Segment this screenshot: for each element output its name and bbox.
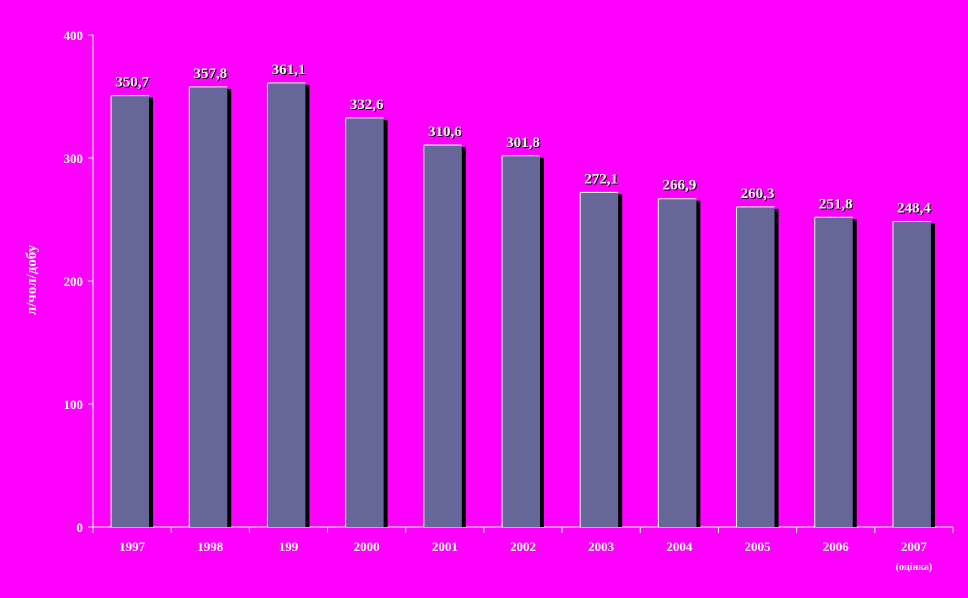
x-tick-label: 1997 (119, 539, 146, 554)
bar (580, 192, 619, 527)
value-label-shadow: 260,3 (742, 187, 776, 203)
value-label-shadow: 350,7 (116, 76, 150, 92)
category-note: (оцінка) (896, 562, 933, 573)
bars (110, 82, 935, 528)
value-label: 266,9 (662, 178, 696, 194)
value-label: 350,7 (115, 75, 149, 91)
value-label-shadow: 332,6 (351, 98, 385, 114)
bar (502, 155, 540, 527)
value-label: 357,8 (193, 66, 227, 82)
value-label-shadow: 251,8 (820, 197, 854, 213)
value-label-shadow: 266,9 (663, 179, 697, 195)
value-label-shadow: 272,1 (585, 172, 619, 188)
bar (736, 206, 775, 527)
x-tick-label: 2002 (510, 539, 536, 554)
x-tick-label: 2004 (666, 539, 693, 554)
x-tick-label: 2007 (901, 539, 928, 554)
value-label-shadow: 301,8 (507, 136, 541, 152)
value-label-shadow: 357,8 (194, 67, 228, 83)
x-tick-label: 2006 (823, 539, 850, 554)
bar (111, 95, 150, 527)
y-tick-label: 400 (64, 28, 84, 43)
value-label: 248,4 (897, 200, 931, 216)
x-tick-label: 1998 (197, 539, 224, 554)
value-label: 272,1 (584, 171, 618, 187)
value-label: 260,3 (741, 186, 775, 202)
bar (814, 217, 853, 527)
value-label: 361,1 (272, 62, 306, 78)
bar (189, 86, 228, 527)
x-tick-label: 199 (279, 539, 299, 554)
bar (345, 117, 384, 527)
y-axis-label: л/чол/добу (24, 244, 40, 315)
x-tick-label: 2005 (745, 539, 772, 554)
value-label-shadow: 248,4 (898, 201, 932, 217)
bar (658, 198, 697, 527)
value-label: 310,6 (428, 124, 462, 140)
value-label: 301,8 (506, 135, 540, 151)
y-tick-label: 0 (77, 520, 84, 535)
y-tick-label: 200 (64, 274, 84, 289)
x-tick-label: 2003 (588, 539, 615, 554)
value-label: 332,6 (350, 97, 384, 113)
x-tick-label: 2001 (432, 539, 458, 554)
value-label-shadow: 310,6 (429, 125, 463, 141)
bar (423, 144, 462, 527)
bar (267, 82, 306, 528)
y-tick-label: 300 (64, 151, 84, 166)
value-label: 251,8 (819, 196, 853, 212)
axes: 0 100 200 300 400 1997 1998 199 2000 2001 2002 2003… (64, 28, 954, 554)
x-tick-label: 2000 (354, 539, 380, 554)
value-label-shadow: 361,1 (273, 63, 307, 79)
y-tick-label: 100 (64, 397, 84, 412)
bar (892, 221, 931, 527)
